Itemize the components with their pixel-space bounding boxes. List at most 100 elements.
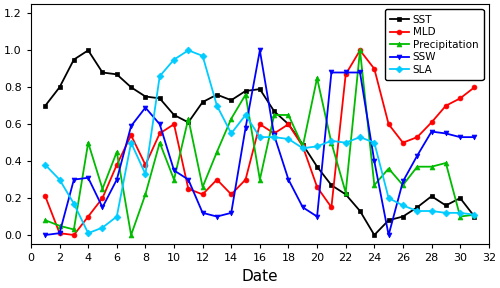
Precipitation (443, 161, 449, 165)
SLA (457, 211, 463, 215)
SLA (400, 204, 406, 207)
Precipitation (386, 167, 392, 170)
Precipitation (414, 165, 420, 168)
SSW (71, 178, 77, 181)
SSW (357, 71, 363, 74)
SSW (414, 154, 420, 157)
SST (114, 73, 120, 76)
SLA (156, 75, 162, 78)
SLA (257, 135, 263, 139)
Line: SST: SST (43, 48, 477, 237)
SLA (42, 163, 48, 166)
SST (171, 113, 177, 117)
SSW (242, 126, 248, 130)
SST (42, 104, 48, 107)
SLA (328, 139, 334, 143)
Precipitation (271, 113, 277, 117)
SSW (372, 160, 378, 163)
Precipitation (400, 183, 406, 187)
MLD (171, 122, 177, 126)
Precipitation (171, 178, 177, 181)
SLA (242, 113, 248, 117)
SSW (214, 215, 220, 218)
MLD (142, 163, 148, 166)
MLD (386, 122, 392, 126)
SLA (428, 209, 434, 213)
SST (271, 109, 277, 113)
SSW (42, 233, 48, 237)
MLD (400, 141, 406, 144)
MLD (443, 104, 449, 107)
SST (156, 97, 162, 100)
MLD (472, 86, 478, 89)
SSW (443, 132, 449, 135)
Precipitation (457, 215, 463, 218)
MLD (128, 134, 134, 137)
MLD (414, 135, 420, 139)
SSW (428, 130, 434, 133)
SST (300, 143, 306, 146)
Precipitation (372, 183, 378, 187)
SLA (357, 135, 363, 139)
SLA (414, 209, 420, 213)
SSW (457, 135, 463, 139)
Precipitation (314, 76, 320, 80)
SLA (200, 54, 205, 58)
MLD (457, 97, 463, 100)
SSW (186, 178, 192, 181)
SSW (400, 180, 406, 183)
SST (186, 121, 192, 124)
SLA (85, 232, 91, 235)
SLA (372, 141, 378, 144)
SLA (443, 211, 449, 215)
SSW (472, 135, 478, 139)
MLD (114, 163, 120, 166)
SSW (386, 233, 392, 237)
SST (357, 209, 363, 213)
MLD (71, 233, 77, 237)
SLA (286, 137, 292, 141)
SST (342, 193, 348, 196)
SSW (114, 178, 120, 181)
Precipitation (286, 113, 292, 117)
SST (286, 122, 292, 126)
Precipitation (200, 185, 205, 189)
MLD (242, 178, 248, 181)
MLD (328, 206, 334, 209)
SLA (271, 135, 277, 139)
MLD (314, 185, 320, 189)
Precipitation (71, 228, 77, 231)
SSW (228, 211, 234, 215)
SSW (328, 71, 334, 74)
Precipitation (142, 193, 148, 196)
SST (457, 196, 463, 200)
Line: Precipitation: Precipitation (43, 48, 477, 237)
SST (328, 183, 334, 187)
MLD (271, 132, 277, 135)
Precipitation (128, 233, 134, 237)
SST (128, 86, 134, 89)
SST (414, 206, 420, 209)
SST (85, 49, 91, 52)
MLD (186, 187, 192, 191)
Precipitation (328, 141, 334, 144)
SST (400, 215, 406, 218)
Precipitation (228, 117, 234, 120)
SSW (56, 232, 62, 235)
SST (257, 87, 263, 91)
Precipitation (472, 213, 478, 216)
SLA (171, 58, 177, 61)
Precipitation (100, 187, 105, 191)
SSW (257, 49, 263, 52)
SLA (186, 49, 192, 52)
SLA (342, 141, 348, 144)
SST (228, 98, 234, 102)
SST (242, 89, 248, 93)
Precipitation (56, 224, 62, 228)
SST (142, 95, 148, 98)
SSW (128, 124, 134, 128)
Precipitation (257, 178, 263, 181)
SLA (300, 147, 306, 150)
MLD (342, 73, 348, 76)
SLA (114, 215, 120, 218)
